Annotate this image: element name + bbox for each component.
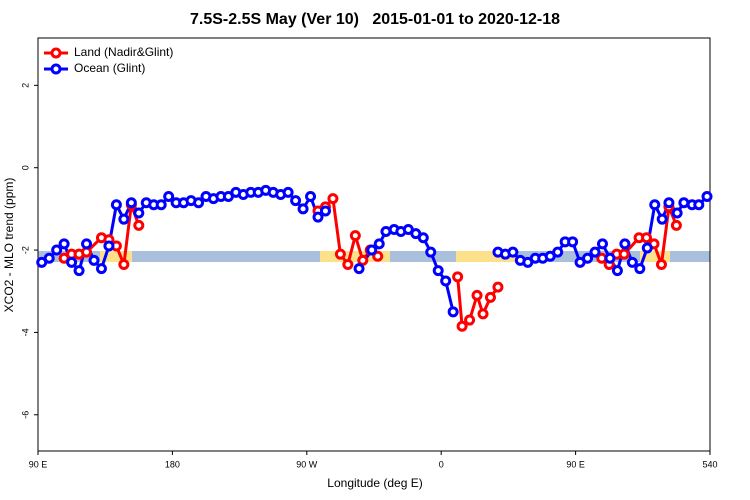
data-point bbox=[103, 240, 115, 252]
data-point bbox=[634, 263, 646, 275]
data-point bbox=[88, 254, 100, 266]
data-point bbox=[110, 199, 122, 211]
land-strip bbox=[320, 251, 390, 262]
data-point bbox=[193, 197, 205, 209]
data-point bbox=[81, 238, 93, 250]
y-tick-label: -2 bbox=[20, 246, 30, 254]
x-tick-label: 180 bbox=[165, 459, 180, 469]
data-point bbox=[373, 238, 385, 250]
data-point bbox=[432, 265, 444, 277]
data-point bbox=[133, 219, 145, 231]
data-point bbox=[297, 203, 309, 215]
data-point bbox=[670, 219, 682, 231]
data-point bbox=[641, 242, 653, 254]
data-point bbox=[342, 258, 354, 270]
legend-label: Land (Nadir&Glint) bbox=[74, 45, 173, 59]
y-axis-label: XCO2 - MLO trend (ppm) bbox=[2, 178, 16, 313]
data-point bbox=[604, 252, 616, 264]
data-point bbox=[619, 238, 631, 250]
data-point bbox=[567, 236, 579, 248]
data-point bbox=[425, 246, 437, 258]
data-point bbox=[471, 289, 483, 301]
x-axis-label: Longitude (deg E) bbox=[327, 476, 422, 490]
data-point bbox=[51, 244, 63, 256]
data-point bbox=[589, 246, 601, 258]
data-point bbox=[552, 246, 564, 258]
data-point bbox=[327, 193, 339, 205]
data-point bbox=[618, 248, 630, 260]
land-strip bbox=[100, 251, 132, 262]
data-point bbox=[118, 258, 130, 270]
data-point bbox=[641, 232, 653, 244]
legend-marker bbox=[50, 47, 62, 59]
data-point bbox=[417, 232, 429, 244]
data-point bbox=[163, 191, 175, 203]
data-point bbox=[118, 213, 130, 225]
legend-label: Ocean (Glint) bbox=[74, 61, 145, 75]
data-point bbox=[349, 230, 361, 242]
data-point bbox=[693, 199, 705, 211]
data-point bbox=[626, 256, 638, 268]
data-point bbox=[282, 186, 294, 198]
data-point bbox=[596, 238, 608, 250]
data-point bbox=[312, 211, 324, 223]
y-tick-label: 2 bbox=[20, 83, 30, 88]
data-point bbox=[290, 195, 302, 207]
land-strip bbox=[640, 251, 670, 262]
data-point bbox=[507, 246, 519, 258]
data-point bbox=[66, 256, 78, 268]
y-tick-label: 0 bbox=[20, 165, 30, 170]
data-point bbox=[372, 250, 384, 262]
x-tick-label: 90 E bbox=[29, 459, 48, 469]
data-point bbox=[353, 263, 365, 275]
data-point bbox=[671, 207, 683, 219]
chart-title: 7.5S-2.5S May (Ver 10) 2015-01-01 to 202… bbox=[190, 11, 560, 28]
data-point bbox=[464, 314, 476, 326]
data-point bbox=[155, 199, 167, 211]
data-point bbox=[43, 252, 55, 264]
data-point bbox=[492, 281, 504, 293]
data-point bbox=[133, 207, 145, 219]
data-point bbox=[582, 252, 594, 264]
x-tick-label: 0 bbox=[439, 459, 444, 469]
data-point bbox=[649, 199, 661, 211]
data-point bbox=[655, 258, 667, 270]
data-point bbox=[452, 271, 464, 283]
data-point bbox=[125, 197, 137, 209]
x-tick-label: 90 E bbox=[566, 459, 585, 469]
data-point bbox=[357, 254, 369, 266]
data-point bbox=[95, 263, 107, 275]
data-point bbox=[447, 306, 459, 318]
legend-marker bbox=[50, 63, 62, 75]
data-point bbox=[484, 291, 496, 303]
data-point bbox=[366, 244, 378, 256]
x-tick-label: 540 bbox=[702, 459, 717, 469]
data-point bbox=[58, 238, 70, 250]
data-point bbox=[305, 191, 317, 203]
data-point bbox=[656, 213, 668, 225]
data-point bbox=[477, 308, 489, 320]
x-tick-label: 90 W bbox=[296, 459, 318, 469]
data-point bbox=[319, 205, 331, 217]
data-point bbox=[663, 197, 675, 209]
y-tick-label: -4 bbox=[20, 328, 30, 336]
y-tick-label: -6 bbox=[20, 411, 30, 419]
land-strip bbox=[456, 251, 516, 262]
data-point bbox=[440, 275, 452, 287]
data-point bbox=[73, 265, 85, 277]
plot-frame bbox=[37, 37, 711, 452]
data-point bbox=[701, 191, 713, 203]
data-point bbox=[611, 265, 623, 277]
data-point bbox=[334, 248, 346, 260]
data-point bbox=[456, 320, 468, 332]
